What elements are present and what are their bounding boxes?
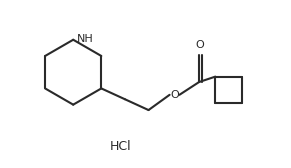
- Text: NH: NH: [77, 34, 94, 44]
- Text: O: O: [170, 90, 179, 100]
- Text: HCl: HCl: [110, 140, 131, 153]
- Text: O: O: [196, 40, 205, 50]
